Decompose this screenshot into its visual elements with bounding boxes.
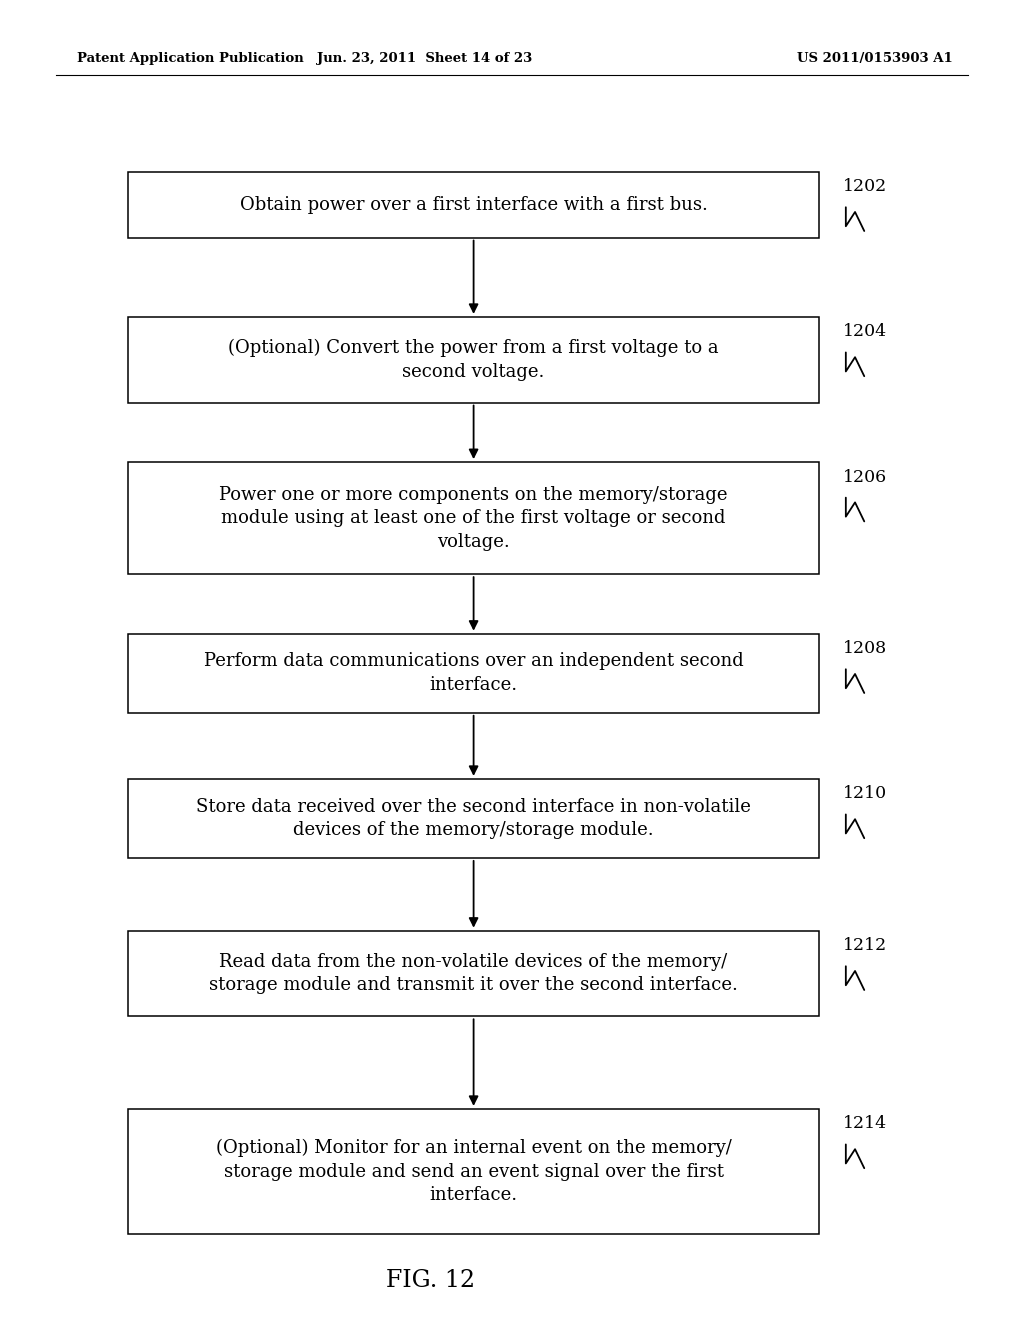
Bar	[128, 172, 819, 238]
Text: (Optional) Monitor for an internal event on the memory/
storage module and send : (Optional) Monitor for an internal event…	[216, 1139, 731, 1204]
Text: Patent Application Publication: Patent Application Publication	[77, 51, 303, 65]
Text: 1202: 1202	[843, 178, 887, 195]
Text: 1204: 1204	[843, 323, 887, 341]
Text: (Optional) Convert the power from a first voltage to a
second voltage.: (Optional) Convert the power from a firs…	[228, 339, 719, 380]
Text: FIG. 12: FIG. 12	[385, 1269, 475, 1292]
Text: Read data from the non-volatile devices of the memory/
storage module and transm: Read data from the non-volatile devices …	[209, 953, 738, 994]
Bar	[128, 931, 819, 1016]
Text: 1210: 1210	[843, 785, 887, 803]
Text: 1206: 1206	[843, 469, 887, 486]
Text: Store data received over the second interface in non-volatile
devices of the mem: Store data received over the second inte…	[197, 797, 751, 840]
Text: 1212: 1212	[843, 937, 887, 954]
Bar	[128, 462, 819, 574]
Text: Jun. 23, 2011  Sheet 14 of 23: Jun. 23, 2011 Sheet 14 of 23	[317, 51, 532, 65]
Bar	[128, 634, 819, 713]
Text: US 2011/0153903 A1: US 2011/0153903 A1	[797, 51, 952, 65]
Text: Power one or more components on the memory/storage
module using at least one of : Power one or more components on the memo…	[219, 486, 728, 550]
Bar	[128, 779, 819, 858]
Bar	[128, 1109, 819, 1234]
Text: Perform data communications over an independent second
interface.: Perform data communications over an inde…	[204, 652, 743, 694]
Text: 1214: 1214	[843, 1115, 887, 1133]
Bar	[128, 317, 819, 403]
Text: Obtain power over a first interface with a first bus.: Obtain power over a first interface with…	[240, 195, 708, 214]
Text: 1208: 1208	[843, 640, 887, 657]
